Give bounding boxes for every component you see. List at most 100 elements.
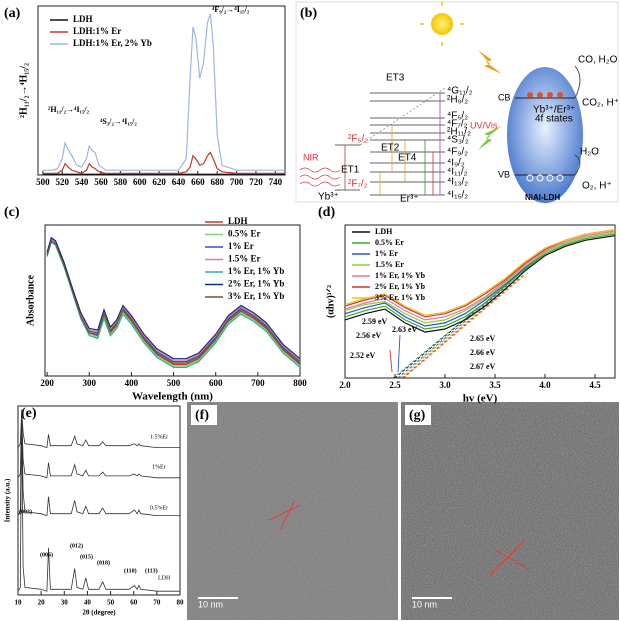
- x-tick-label: 4.5: [589, 380, 601, 390]
- annotation: ²H₁₁/₂→⁴I₁₅/₂: [48, 105, 90, 114]
- legend-label: LDH: [228, 216, 248, 226]
- ldh-oval: [507, 67, 583, 203]
- series-label: LDH: [158, 575, 171, 581]
- annotation: 2.56 eV: [356, 331, 382, 340]
- annotation: 2.65 eV: [470, 334, 496, 343]
- x-tick-label: 700: [230, 177, 244, 187]
- label: CO₂, H⁺: [582, 98, 619, 109]
- series-line: [42, 151, 285, 175]
- series-line: [46, 236, 301, 360]
- series-line: [344, 229, 616, 316]
- label-box: [191, 405, 217, 425]
- series-line: [17, 415, 180, 592]
- tem-image: (f) 10 nm: [187, 402, 398, 620]
- annotation: (018): [97, 559, 110, 566]
- sun-rays: [420, 2, 464, 46]
- x-tick-label: 680: [210, 177, 224, 187]
- x-axis-label: Wavelength (nm): [132, 391, 213, 403]
- annotation: (113): [145, 567, 158, 574]
- label: 4f states: [535, 114, 573, 125]
- tangent-lines: [389, 270, 531, 379]
- legend-label: 3% Er, 1% Yb: [375, 293, 426, 302]
- series-line: [42, 13, 285, 171]
- label: Er³⁺: [400, 194, 419, 205]
- x-tick-label: 30: [61, 599, 69, 607]
- label: ⁴F₇/₂: [447, 119, 468, 130]
- annotation: (006): [40, 551, 53, 558]
- series-line: [46, 241, 301, 368]
- label: O₂, H⁺: [582, 181, 612, 192]
- panel-label: (b): [300, 6, 317, 21]
- x-tick-label: 660: [191, 177, 205, 187]
- annotation: (012): [70, 542, 83, 549]
- x-axis-label: 2θ (degree): [82, 609, 116, 617]
- annotation: 2.67 eV: [470, 362, 496, 371]
- label: ⁴I₁₃/₂: [447, 177, 468, 188]
- series-line: [344, 235, 616, 333]
- label: NiAl-LDH: [525, 193, 560, 202]
- x-tick-label: 640: [172, 177, 186, 187]
- panel-label: (g): [409, 408, 426, 423]
- annotation: ⁴F₉/₂→⁴I₁₅/₂: [212, 5, 250, 14]
- nir-waves: [299, 167, 341, 187]
- series-line: [344, 233, 616, 330]
- sun: [431, 13, 453, 35]
- x-tick-label: 2.0: [339, 380, 351, 390]
- legend-label: 3% Er, 1% Yb: [228, 291, 284, 301]
- tem-image: (g) 10 nm: [401, 402, 619, 620]
- legend-label: 1% Er: [375, 249, 398, 258]
- legend-label: LDH:1% Er: [73, 26, 121, 36]
- plot-frame: [17, 405, 181, 596]
- legend-label: LDH:1% Er, 2% Yb: [73, 38, 152, 48]
- label: ⁴F₉/₂: [447, 147, 468, 158]
- electrons: [527, 92, 563, 98]
- label: ⁴I₁₁/₂: [447, 167, 468, 178]
- x-tick-label: 200: [40, 378, 54, 388]
- x-tick-label: 500: [36, 177, 50, 187]
- series-line: [344, 230, 616, 321]
- label: ET1: [341, 165, 360, 176]
- annotation: 2.63 eV: [392, 325, 418, 334]
- label: ⁴F₅/₂: [447, 111, 468, 122]
- scale-label: 10 nm: [412, 599, 437, 609]
- x-tick-label: 3.0: [439, 380, 451, 390]
- x-tick-label: 800: [293, 378, 307, 388]
- series-line: [17, 409, 180, 449]
- label: ⁴S₃/₂: [447, 135, 469, 146]
- scale-label: 10 nm: [198, 599, 223, 609]
- x-tick-label: 580: [114, 177, 128, 187]
- x-tick-label: 70: [153, 599, 161, 607]
- legend-label: 1.5% Er: [375, 260, 404, 269]
- plot-frame: [344, 224, 616, 379]
- panel-label: (e): [21, 406, 37, 421]
- label: ET2: [381, 143, 400, 154]
- x-tick-label: 740: [269, 177, 283, 187]
- series-line: [344, 232, 616, 324]
- fringe-marks: [489, 539, 531, 576]
- diagram: (b) NIR Yb³⁺ Er³⁺ ²F₅/₂ ²F₇/₂ ET1 ET2 ET…: [295, 1, 619, 205]
- x-tick-label: 600: [209, 378, 223, 388]
- annotation: (110): [124, 567, 137, 574]
- lightning: [478, 126, 502, 150]
- annotation: 2.66 eV: [470, 348, 496, 357]
- x-tick-label: 2.5: [389, 380, 401, 390]
- annotation: (015): [80, 553, 93, 560]
- x-tick-label: 10: [15, 599, 23, 607]
- y-axis-label: (αhv)¹ᐟ²: [325, 285, 336, 318]
- series-line: [46, 238, 301, 366]
- x-tick-label: 400: [125, 378, 139, 388]
- label: H₂O: [580, 147, 599, 158]
- label: Yb³⁺/Er³⁺: [533, 105, 575, 116]
- x-tick-label: 560: [94, 177, 108, 187]
- series-label: 1.5%Er: [150, 434, 168, 440]
- fringe-marks: [269, 499, 301, 531]
- legend-label: 2% Er, 1% Yb: [228, 279, 284, 289]
- series-line: [46, 239, 301, 364]
- annotation: ⁴S₃/₂→⁴I₁₅/₂: [100, 117, 137, 126]
- arrows: [574, 65, 581, 176]
- annotation: 2.52 eV: [350, 351, 376, 360]
- y-axis-label: Intensity (a.u.): [4, 478, 12, 522]
- x-tick-label: 540: [75, 177, 89, 187]
- image-texture: [187, 402, 398, 620]
